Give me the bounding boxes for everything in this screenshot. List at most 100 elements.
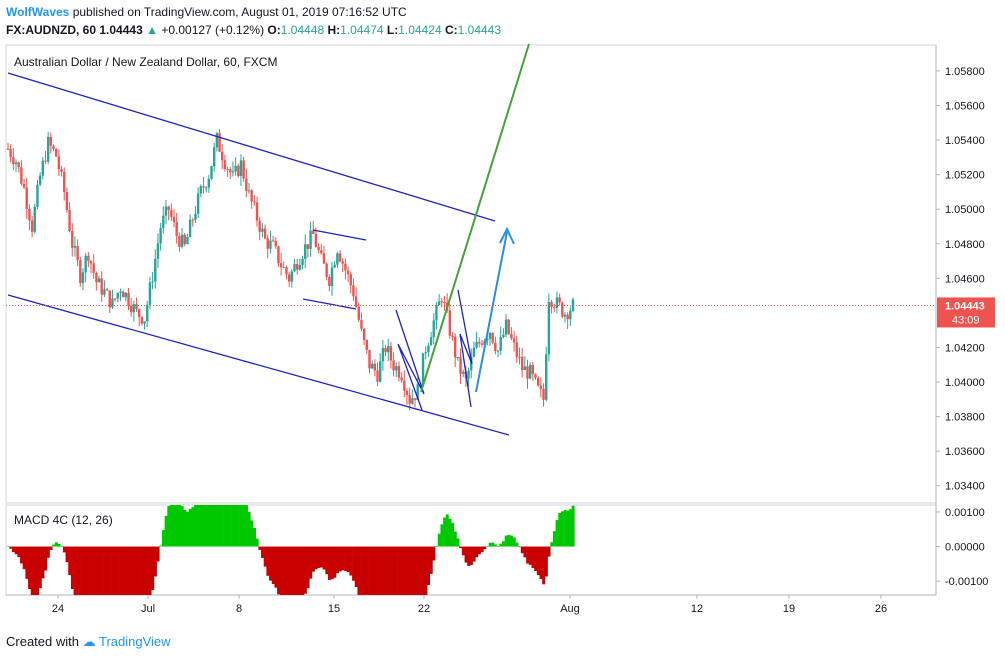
macd-bar xyxy=(461,546,465,556)
change-value: +0.00127 (+0.12%) xyxy=(161,23,265,37)
time-tick-label: 24 xyxy=(52,603,64,615)
candle-body xyxy=(336,253,339,265)
macd-bar xyxy=(566,510,570,547)
candle-body xyxy=(421,353,425,385)
price-tick-label: 1.03600 xyxy=(945,446,985,458)
macd-bar xyxy=(429,546,433,574)
macd-bar xyxy=(170,505,173,547)
candle-body xyxy=(306,244,310,249)
macd-bar xyxy=(303,546,307,594)
candle-body xyxy=(221,151,224,161)
candle-body xyxy=(312,230,315,234)
macd-bar xyxy=(504,535,508,547)
candle-body xyxy=(325,263,328,277)
candle-body xyxy=(159,227,162,244)
macd-bar xyxy=(357,546,361,595)
macd-bar xyxy=(526,546,530,564)
candle-body xyxy=(349,274,352,286)
candle-body xyxy=(242,160,245,179)
macd-bar xyxy=(512,537,516,547)
macd-bar xyxy=(269,546,273,581)
candle-body xyxy=(328,276,331,286)
candle-body xyxy=(52,145,55,149)
macd-bar xyxy=(78,546,82,595)
macd-bar xyxy=(376,546,380,595)
macd-bar xyxy=(76,546,80,595)
candle-body xyxy=(295,264,299,270)
macd-bar xyxy=(282,546,286,595)
candle-body xyxy=(496,350,500,352)
price-tick-label: 1.05200 xyxy=(945,170,985,182)
macd-bar xyxy=(373,546,377,595)
time-tick-label: 22 xyxy=(418,603,430,615)
macd-bar xyxy=(62,546,66,553)
macd-bar xyxy=(194,505,198,547)
candle-body xyxy=(204,187,208,189)
macd-bar xyxy=(116,546,120,595)
candle-body xyxy=(97,278,101,283)
candle-body xyxy=(14,162,18,165)
macd-bar xyxy=(427,546,431,585)
candle-body xyxy=(49,136,53,146)
macd-bar xyxy=(84,546,88,595)
macd-bar xyxy=(175,505,179,547)
macd-bar xyxy=(424,546,428,595)
candle-body xyxy=(124,292,128,298)
macd-bar xyxy=(178,505,182,547)
macd-bar xyxy=(183,510,187,547)
candle-body xyxy=(84,255,87,273)
candle-body xyxy=(504,319,508,335)
candle-body xyxy=(341,261,344,264)
candle-body xyxy=(494,342,497,351)
candle-body xyxy=(502,334,505,337)
wedge-lines-1 xyxy=(395,309,425,411)
price-chart[interactable]: 1.05800 1.05600 1.05400 1.05200 1.05000 1.048… xyxy=(0,42,1005,627)
candle-body xyxy=(54,148,58,157)
price-tick-label: 1.04200 xyxy=(945,342,985,354)
candle-body xyxy=(429,337,433,346)
price-pane xyxy=(5,44,937,504)
candle-body xyxy=(362,328,366,341)
candle-body xyxy=(237,165,240,177)
macd-bar xyxy=(89,546,93,595)
candle-body xyxy=(536,377,540,386)
candle-body xyxy=(287,274,291,282)
macd-bar xyxy=(153,546,157,577)
tradingview-brand[interactable]: TradingView xyxy=(99,634,171,649)
price-tick-label: 1.04000 xyxy=(945,377,985,389)
last-price-label: 1.04443 xyxy=(945,300,985,312)
last-price-tag xyxy=(937,297,995,328)
macd-bar xyxy=(456,538,460,547)
macd-bar xyxy=(544,546,548,577)
macd-bar xyxy=(539,546,543,579)
candle-body xyxy=(269,240,272,249)
author-link[interactable]: WolfWaves xyxy=(6,5,70,19)
macd-bar xyxy=(279,546,283,595)
candle-body xyxy=(309,230,312,249)
candle-body xyxy=(472,347,476,357)
candle-body xyxy=(41,160,45,176)
candle-body xyxy=(188,219,192,237)
macd-bar xyxy=(220,505,224,547)
macd-bar xyxy=(212,505,216,547)
macd-bar xyxy=(381,546,385,595)
low-value: 1.04424 xyxy=(398,23,442,37)
time-tick-label: 15 xyxy=(328,603,340,615)
candle-body xyxy=(119,291,122,293)
macd-bar xyxy=(349,546,353,576)
candle-body xyxy=(333,264,336,268)
candle-body xyxy=(33,206,36,232)
candle-body xyxy=(89,260,93,264)
macd-bar xyxy=(301,546,305,595)
macd-bar xyxy=(480,546,484,553)
candle-body xyxy=(38,175,42,185)
created-with-text: Created with xyxy=(6,634,79,649)
candle-body xyxy=(167,206,170,211)
macd-bar xyxy=(129,546,133,595)
footer: Created with ☁ TradingView xyxy=(6,634,171,650)
macd-bar xyxy=(413,546,417,595)
candle-body xyxy=(277,246,280,264)
macd-bar xyxy=(105,546,109,595)
macd-bar xyxy=(113,546,117,595)
price-tick-label: 1.04800 xyxy=(945,239,985,251)
